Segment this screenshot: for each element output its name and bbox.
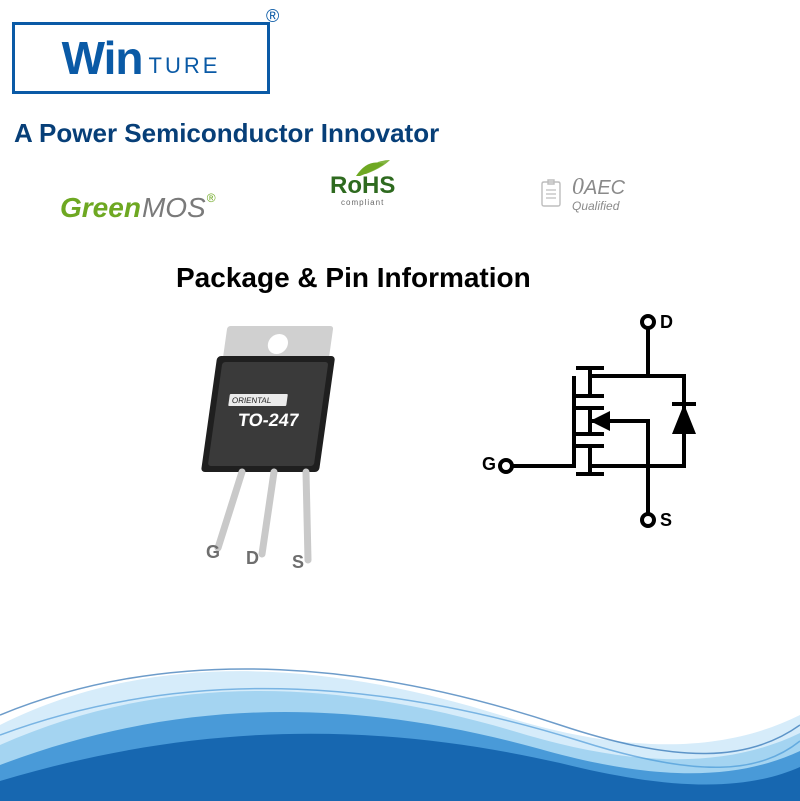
tagline: A Power Semiconductor Innovator — [14, 118, 439, 149]
section-title: Package & Pin Information — [176, 262, 531, 294]
svg-text:S: S — [292, 552, 304, 570]
checklist-icon — [540, 178, 566, 210]
rohs-badge: RoHS compliant — [330, 172, 395, 207]
logo-primary: Win — [62, 31, 143, 85]
package-drawing: ORIENTAL TO-247 G D S — [188, 322, 348, 570]
svg-text:G: G — [206, 542, 220, 562]
aec-main: 0AEC — [572, 174, 625, 201]
badges-row: Green MOS ® RoHS compliant 0AEC Qualifie… — [0, 176, 800, 240]
rohs-sub: compliant — [330, 198, 395, 207]
svg-text:D: D — [246, 548, 259, 568]
schematic-label-source: S — [660, 510, 672, 531]
greenmos-reg: ® — [207, 191, 216, 205]
aec-badge: 0AEC Qualified — [540, 174, 625, 213]
schematic-label-drain: D — [660, 312, 673, 333]
greenmos-badge: Green MOS ® — [60, 192, 215, 224]
leaf-icon — [354, 156, 394, 180]
brand-logo: Win TURE — [12, 22, 270, 94]
svg-text:TO-247: TO-247 — [237, 410, 300, 430]
greenmos-mos: MOS — [142, 192, 206, 224]
mosfet-schematic: D G S — [498, 306, 728, 536]
greenmos-green: Green — [60, 192, 141, 224]
logo-secondary: TURE — [149, 53, 221, 79]
wave-decoration — [0, 605, 800, 801]
aec-sub: Qualified — [572, 199, 625, 213]
schematic-label-gate: G — [482, 454, 496, 475]
registered-mark: ® — [266, 6, 279, 27]
svg-text:ORIENTAL: ORIENTAL — [231, 396, 272, 405]
